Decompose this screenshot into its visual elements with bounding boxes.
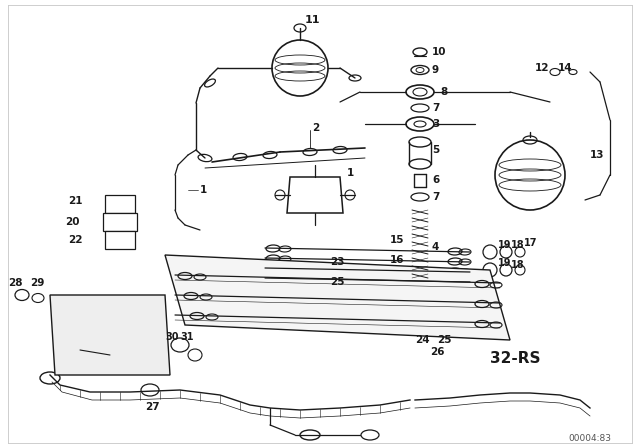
- Text: 13: 13: [590, 150, 605, 160]
- Text: 18: 18: [511, 240, 525, 250]
- Text: 8: 8: [440, 87, 447, 97]
- Text: 1: 1: [200, 185, 207, 195]
- Text: 19: 19: [498, 258, 511, 268]
- Polygon shape: [50, 295, 170, 375]
- Polygon shape: [105, 231, 135, 249]
- Text: 21: 21: [68, 196, 83, 206]
- Text: 14: 14: [558, 63, 573, 73]
- Text: 28: 28: [8, 278, 22, 288]
- Text: 29: 29: [30, 278, 44, 288]
- Text: 3: 3: [432, 119, 439, 129]
- Text: 27: 27: [145, 402, 159, 412]
- Text: 23: 23: [330, 257, 344, 267]
- Text: 31: 31: [180, 332, 193, 342]
- Ellipse shape: [40, 372, 60, 384]
- Text: 2: 2: [312, 123, 319, 133]
- Text: 32-RS: 32-RS: [490, 350, 541, 366]
- Text: 1: 1: [347, 168, 355, 178]
- Text: 25: 25: [437, 335, 451, 345]
- Text: 11: 11: [305, 15, 321, 25]
- Text: 26: 26: [430, 347, 445, 357]
- Polygon shape: [105, 195, 135, 213]
- Text: 16: 16: [390, 255, 404, 265]
- Ellipse shape: [361, 430, 379, 440]
- Text: 7: 7: [432, 103, 440, 113]
- Text: 19: 19: [498, 240, 511, 250]
- Ellipse shape: [300, 430, 320, 440]
- Text: 17: 17: [524, 238, 538, 248]
- Text: 25: 25: [330, 277, 344, 287]
- Text: 20: 20: [65, 217, 79, 227]
- Text: 15: 15: [390, 235, 404, 245]
- Text: 18: 18: [511, 260, 525, 270]
- Circle shape: [272, 40, 328, 96]
- Circle shape: [495, 140, 565, 210]
- Text: 9: 9: [432, 65, 439, 75]
- Text: 7: 7: [432, 192, 440, 202]
- Text: 22: 22: [68, 235, 83, 245]
- Text: 4: 4: [432, 242, 440, 252]
- Text: 10: 10: [432, 47, 447, 57]
- Text: 30: 30: [165, 332, 179, 342]
- Text: 24: 24: [415, 335, 429, 345]
- Text: 5: 5: [432, 145, 439, 155]
- Polygon shape: [165, 255, 510, 340]
- Text: 00004:83: 00004:83: [568, 434, 611, 443]
- Polygon shape: [287, 177, 343, 213]
- Text: 12: 12: [535, 63, 550, 73]
- Text: 6: 6: [432, 175, 439, 185]
- Polygon shape: [103, 213, 137, 231]
